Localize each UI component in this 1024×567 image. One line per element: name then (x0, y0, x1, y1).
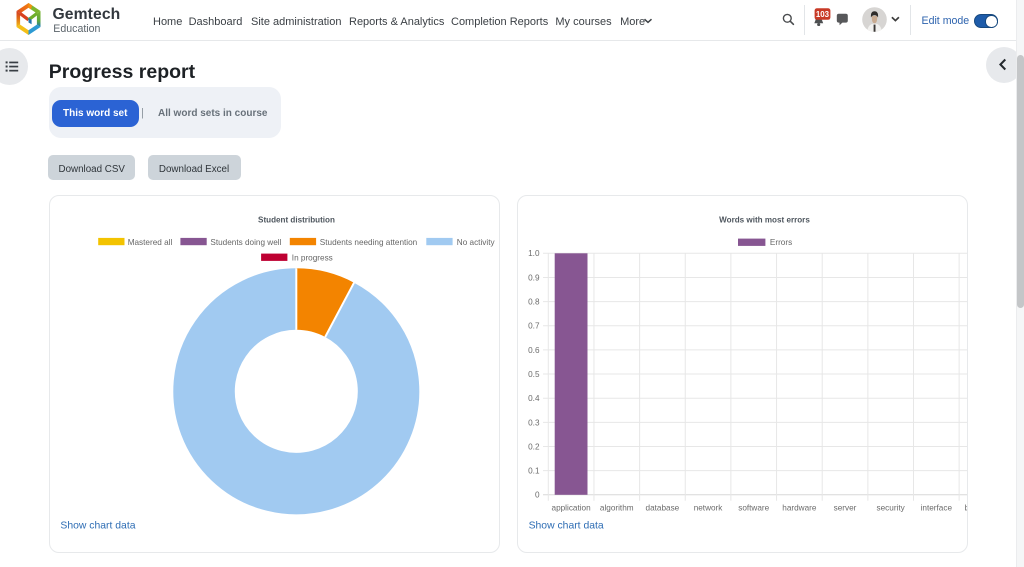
svg-text:hardware: hardware (782, 504, 817, 513)
svg-text:Students doing well: Students doing well (210, 238, 281, 247)
svg-text:1.0: 1.0 (528, 249, 540, 258)
svg-text:algorithm: algorithm (600, 504, 634, 513)
svg-text:0.8: 0.8 (528, 298, 540, 307)
svg-text:Words with most errors: Words with most errors (719, 216, 810, 225)
svg-text:No activity: No activity (457, 238, 496, 247)
svg-text:browser: browser (965, 504, 968, 513)
svg-text:0: 0 (535, 491, 540, 500)
svg-text:application: application (552, 504, 592, 513)
svg-text:Mastered all: Mastered all (128, 238, 173, 247)
svg-text:network: network (694, 504, 724, 513)
svg-text:0.7: 0.7 (528, 322, 540, 331)
svg-text:security: security (877, 504, 906, 513)
svg-text:0.2: 0.2 (528, 442, 540, 451)
svg-text:0.3: 0.3 (528, 418, 540, 427)
svg-text:0.5: 0.5 (528, 370, 540, 379)
svg-text:0.4: 0.4 (528, 394, 540, 403)
svg-text:Student distribution: Student distribution (258, 216, 335, 225)
svg-text:database: database (646, 504, 680, 513)
svg-text:Show chart data: Show chart data (60, 521, 135, 532)
svg-text:software: software (738, 504, 769, 513)
svg-text:Errors: Errors (770, 238, 792, 247)
svg-text:103: 103 (816, 10, 830, 19)
svg-text:In progress: In progress (292, 253, 333, 262)
svg-text:Students needing attention: Students needing attention (320, 238, 418, 247)
svg-text:server: server (834, 504, 857, 513)
svg-text:0.6: 0.6 (528, 346, 540, 355)
svg-text:Show chart data: Show chart data (529, 521, 604, 532)
svg-text:0.9: 0.9 (528, 273, 540, 282)
svg-text:0.1: 0.1 (528, 467, 540, 476)
svg-text:interface: interface (921, 504, 953, 513)
